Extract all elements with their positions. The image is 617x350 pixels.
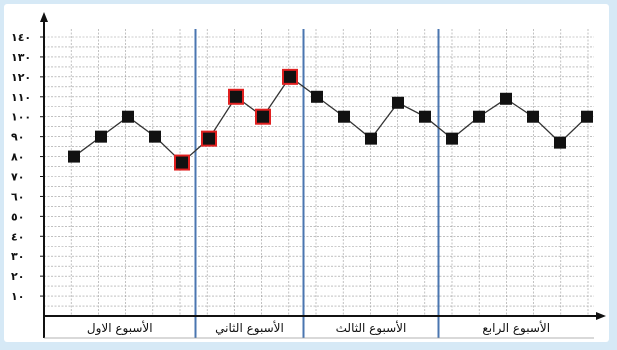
y-axis-arrow <box>40 12 48 22</box>
y-tick-label: ٨٠ <box>11 151 24 164</box>
y-tick-label: ٢٠ <box>11 270 24 283</box>
data-point <box>365 132 377 145</box>
data-point <box>554 136 566 149</box>
y-tick-label: ١٠ <box>11 290 24 303</box>
data-point <box>527 110 539 123</box>
y-tick-label: ١٣٠ <box>11 51 31 64</box>
y-tick-labels: ١٠ ٢٠ ٣٠ ٤٠ ٥٠ ٦٠ ٧٠ ٨٠ ٩٠ ١٠٠ ١١٠ ١٢٠ ١٣٠ ١٤٠ <box>11 31 44 303</box>
data-point <box>68 150 80 163</box>
weekly-line-chart: ١٠ ٢٠ ٣٠ ٤٠ ٥٠ ٦٠ ٧٠ ٨٠ ٩٠ ١٠٠ ١١٠ ١٢٠ ١٣٠ ١٤٠ الأسبو… <box>11 12 606 339</box>
y-tick-label: ٥٠ <box>11 210 24 223</box>
chart-frame: ١٠ ٢٠ ٣٠ ٤٠ ٥٠ ٦٠ ٧٠ ٨٠ ٩٠ ١٠٠ ١١٠ ١٢٠ ١٣٠ ١٤٠ الأسبو… <box>4 4 609 342</box>
week-label: الأسبوع الرابع <box>482 320 550 336</box>
week-label: الأسبوع الاول <box>87 320 153 336</box>
y-tick-label: ٦٠ <box>11 190 24 203</box>
data-point <box>311 90 323 103</box>
data-series <box>68 68 593 171</box>
data-point <box>419 110 431 123</box>
data-point <box>122 110 134 123</box>
grid <box>43 29 594 317</box>
data-point <box>473 110 485 123</box>
y-tick-label: ١٢٠ <box>11 71 31 84</box>
data-point <box>176 156 188 169</box>
data-point <box>446 132 458 145</box>
y-tick-label: ٤٠ <box>11 230 24 243</box>
y-tick-label: ٧٠ <box>11 171 24 184</box>
data-point <box>95 130 107 143</box>
data-point <box>338 110 350 123</box>
week-label: الأسبوع الثاني <box>215 320 284 336</box>
data-point <box>500 92 512 105</box>
x-axis-arrow <box>596 312 606 320</box>
data-point <box>581 110 593 123</box>
y-tick-label: ٣٠ <box>11 250 24 263</box>
y-tick-label: ١٠٠ <box>11 111 31 124</box>
data-point <box>149 130 161 143</box>
axes <box>40 12 606 339</box>
data-point <box>203 132 215 145</box>
week-dividers <box>194 29 440 338</box>
y-tick-label: ١٤٠ <box>11 31 31 44</box>
week-label: الأسبوع الثالث <box>336 320 407 336</box>
data-point <box>257 110 269 123</box>
week-labels: الأسبوع الاول الأسبوع الثاني الأسبوع الثال… <box>87 320 550 336</box>
data-point <box>284 70 296 83</box>
y-tick-label: ١١٠ <box>11 91 31 104</box>
series-line <box>73 75 588 164</box>
y-tick-label: ٩٠ <box>11 131 24 144</box>
data-point <box>230 90 242 103</box>
data-point <box>392 96 404 109</box>
